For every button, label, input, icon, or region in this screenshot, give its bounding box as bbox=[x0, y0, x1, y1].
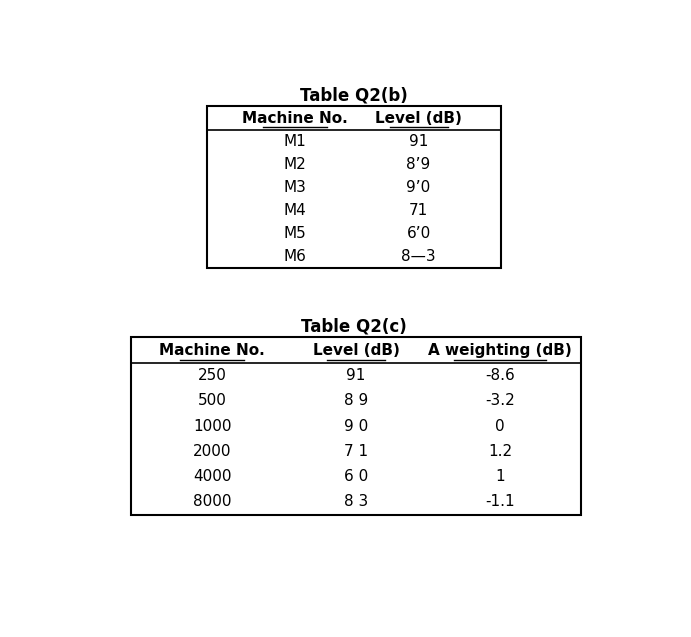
Text: 8’9: 8’9 bbox=[406, 157, 430, 172]
Text: A weighting (dB): A weighting (dB) bbox=[428, 343, 571, 357]
Text: M6: M6 bbox=[283, 249, 306, 264]
Text: Level (dB): Level (dB) bbox=[375, 111, 462, 125]
Text: 8—3: 8—3 bbox=[401, 249, 436, 264]
Text: M2: M2 bbox=[283, 157, 306, 172]
Text: 6 0: 6 0 bbox=[344, 469, 368, 484]
Text: 1000: 1000 bbox=[193, 419, 231, 434]
Text: Level (dB): Level (dB) bbox=[312, 343, 399, 357]
Bar bbox=[131, 338, 581, 515]
Text: M4: M4 bbox=[283, 203, 306, 218]
Text: -3.2: -3.2 bbox=[485, 393, 515, 408]
Text: 71: 71 bbox=[409, 203, 428, 218]
Text: M1: M1 bbox=[283, 134, 306, 148]
Text: 91: 91 bbox=[409, 134, 428, 148]
Text: 0: 0 bbox=[495, 419, 504, 434]
Bar bbox=[207, 106, 501, 268]
Text: 8 9: 8 9 bbox=[344, 393, 368, 408]
Text: 500: 500 bbox=[198, 393, 227, 408]
Text: 91: 91 bbox=[346, 368, 366, 383]
Text: -8.6: -8.6 bbox=[485, 368, 515, 383]
Text: 4000: 4000 bbox=[193, 469, 231, 484]
Text: 9’0: 9’0 bbox=[406, 180, 430, 195]
Text: Machine No.: Machine No. bbox=[242, 111, 348, 125]
Text: 8 3: 8 3 bbox=[344, 494, 368, 510]
Text: 9 0: 9 0 bbox=[344, 419, 368, 434]
Text: 2000: 2000 bbox=[193, 444, 231, 459]
Text: 8000: 8000 bbox=[193, 494, 231, 510]
Text: -1.1: -1.1 bbox=[485, 494, 515, 510]
Text: 1.2: 1.2 bbox=[488, 444, 512, 459]
Text: Machine No.: Machine No. bbox=[160, 343, 265, 357]
Text: 1: 1 bbox=[495, 469, 504, 484]
Text: 250: 250 bbox=[198, 368, 227, 383]
Text: Table Q2(b): Table Q2(b) bbox=[300, 87, 408, 104]
Text: M3: M3 bbox=[283, 180, 306, 195]
Text: M5: M5 bbox=[283, 226, 306, 241]
Text: Table Q2(c): Table Q2(c) bbox=[301, 318, 406, 336]
Text: 6’0: 6’0 bbox=[406, 226, 430, 241]
Text: 7 1: 7 1 bbox=[344, 444, 368, 459]
